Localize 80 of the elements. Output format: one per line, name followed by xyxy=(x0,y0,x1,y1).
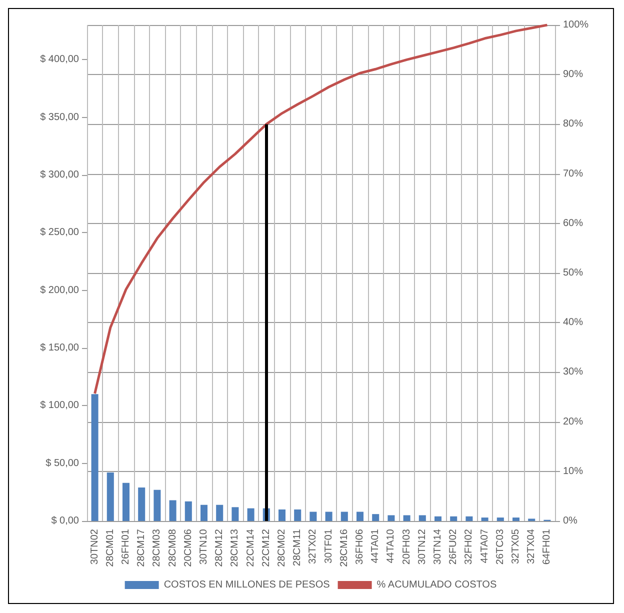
y-tick-label: $ 150,00 xyxy=(40,342,80,354)
bar xyxy=(122,482,130,521)
y-tick-label: $ 200,00 xyxy=(40,284,80,296)
x-tick-label: 28CM08 xyxy=(167,528,178,567)
bar xyxy=(372,514,380,521)
x-tick-label: 28CM02 xyxy=(276,528,288,567)
y2-tick-label: 100% xyxy=(563,20,589,30)
bar xyxy=(232,507,239,521)
x-tick-label: 44TA01 xyxy=(370,528,382,564)
x-tick-label: 44TA10 xyxy=(386,528,397,564)
x-tick-label: 32TX04 xyxy=(526,528,538,564)
x-tick-label: 36FH06 xyxy=(354,528,366,565)
x-tick-label: 28CM03 xyxy=(152,528,163,567)
y2-tick-label: 60% xyxy=(563,218,584,229)
bar xyxy=(496,518,504,521)
bar xyxy=(278,509,286,521)
legend-label: % ACUMULADO COSTOS xyxy=(376,580,497,590)
y2-tick-label: 50% xyxy=(563,268,584,278)
bar xyxy=(138,488,146,521)
x-tick-label: 28CM16 xyxy=(338,528,350,567)
x-tick-label: 64FH01 xyxy=(542,528,553,565)
x-tick-label: 28CM12 xyxy=(214,528,226,567)
y2-tick-label: 10% xyxy=(563,466,584,477)
x-tick-label: 26FH01 xyxy=(120,528,132,565)
y2-tick-label: 90% xyxy=(563,69,584,80)
bar xyxy=(169,500,176,521)
y2-tick-label: 30% xyxy=(563,366,584,378)
y2-tick-label: 20% xyxy=(563,416,584,428)
bar xyxy=(106,472,114,521)
x-tick-label: 30TN12 xyxy=(416,528,428,565)
bar xyxy=(466,516,473,521)
x-tick-label: 28CM11 xyxy=(292,528,304,566)
bar xyxy=(434,516,442,521)
bar xyxy=(310,512,317,521)
x-tick-label: 44TA07 xyxy=(479,528,490,564)
x-tick-label: 32TX02 xyxy=(308,528,319,564)
x-tick-label: 30TN14 xyxy=(432,528,444,565)
bar xyxy=(481,518,488,521)
bar xyxy=(91,394,98,521)
x-tick-label: 28CM17 xyxy=(136,528,148,567)
x-tick-label: 22CM14 xyxy=(245,528,256,567)
x-tick-label: 30TF01 xyxy=(323,528,334,564)
y-tick-label: $ 350,00 xyxy=(40,112,80,123)
bar xyxy=(294,509,302,521)
x-tick-label: 30TN10 xyxy=(198,528,210,565)
bar xyxy=(450,516,458,521)
line-series xyxy=(94,24,548,395)
x-tick-label: 28CM13 xyxy=(230,528,241,567)
x-tick-label: 20CM06 xyxy=(182,528,194,567)
x-tick-label: 32TX05 xyxy=(510,528,522,564)
x-tick-label: 32FH02 xyxy=(464,528,475,565)
bar xyxy=(340,512,348,521)
y-tick-label: $ 250,00 xyxy=(40,227,80,238)
bar xyxy=(403,515,410,521)
y-tick-label: $ 400,00 xyxy=(40,54,80,66)
y2-tick-label: 40% xyxy=(563,317,584,328)
bar xyxy=(388,515,395,521)
bar xyxy=(216,504,224,521)
bar xyxy=(512,518,520,521)
bar xyxy=(325,512,332,521)
y-tick-label: $ 0,00 xyxy=(51,516,80,526)
x-tick-label: 30TN02 xyxy=(89,528,100,565)
bar xyxy=(200,504,208,521)
y2-tick-label: 80% xyxy=(563,118,584,130)
y-tick-label: $ 100,00 xyxy=(40,400,80,412)
x-tick-label: 28CM01 xyxy=(104,528,116,567)
bar xyxy=(154,490,161,521)
y2-tick-label: 0% xyxy=(563,516,578,526)
x-tick-label: 20FH03 xyxy=(401,528,412,565)
y2-tick-label: 70% xyxy=(563,168,584,180)
y-tick-label: $ 300,00 xyxy=(40,169,80,180)
x-tick-label: 26TC03 xyxy=(494,528,506,565)
y-tick-label: $ 50,00 xyxy=(46,458,80,469)
x-tick-label: 22CM12 xyxy=(260,528,272,567)
bar xyxy=(247,508,254,521)
bar xyxy=(184,501,192,521)
x-tick-label: 26FU02 xyxy=(448,528,460,565)
bar xyxy=(356,512,364,521)
bar xyxy=(418,515,426,521)
legend-label: COSTOS EN MILLONES DE PESOS xyxy=(164,580,330,590)
